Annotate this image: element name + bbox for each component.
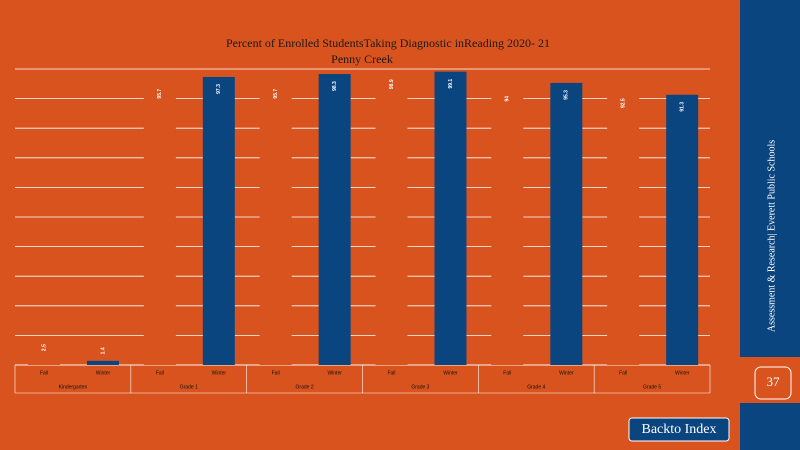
bar: [259, 81, 292, 365]
series-label: Winter: [559, 370, 574, 376]
bar: [607, 91, 640, 365]
value-label: 99.1: [448, 79, 454, 89]
value-label: 97.3: [216, 84, 222, 94]
group-label: Grade 1: [180, 384, 198, 390]
group-label: Grade 3: [411, 384, 429, 390]
value-label: 92.5: [620, 98, 626, 108]
value-label: 94: [505, 96, 511, 102]
back-button[interactable]: Backto Index: [628, 417, 730, 442]
bar: [666, 94, 699, 365]
corner-block: [740, 403, 800, 450]
bar: [143, 81, 176, 365]
button-label[interactable]: Backto Index: [641, 422, 716, 437]
series-label: Fall: [387, 370, 395, 376]
series-label: Winter: [675, 370, 690, 376]
value-label: 95.7: [157, 89, 163, 99]
series-label: Fall: [503, 370, 511, 376]
series-label: Fall: [40, 370, 48, 376]
series-label: Fall: [272, 370, 280, 376]
group-label: Grade 4: [527, 384, 545, 390]
series-label: Fall: [156, 370, 164, 376]
page-number: 37: [767, 374, 781, 389]
value-label: 1.4: [100, 347, 106, 354]
value-label: 91.3: [679, 102, 685, 112]
bar: [550, 82, 583, 366]
value-label: 2.5: [41, 344, 47, 351]
bar: [318, 74, 351, 366]
bar: [434, 71, 467, 365]
group-label: Grade 5: [643, 384, 661, 390]
series-label: Fall: [619, 370, 627, 376]
value-label: 98.3: [332, 81, 338, 91]
sidebar: [740, 0, 800, 357]
bar: [491, 86, 524, 365]
bar: [28, 357, 60, 365]
bar: [202, 76, 235, 365]
value-label: 95.3: [564, 90, 570, 100]
series-label: Winter: [327, 370, 342, 376]
series-label: Winter: [212, 370, 227, 376]
series-label: Winter: [96, 370, 111, 376]
series-label: Winter: [443, 370, 458, 376]
sidebar-text: Assessment & Research| Everett Public Sc…: [766, 140, 777, 332]
group-label: Grade 2: [296, 384, 314, 390]
value-label: 98.9: [389, 79, 395, 89]
button-box[interactable]: [628, 417, 730, 442]
page-number-box: [754, 366, 792, 400]
bar: [87, 360, 119, 365]
bar: [375, 72, 408, 366]
group-label: Kindergarten: [59, 384, 88, 390]
chart-subtitle: Penny Creek: [331, 52, 393, 66]
value-label: 95.7: [273, 89, 279, 99]
chart-title: Percent of Enrolled StudentsTaking Diagn…: [226, 36, 550, 50]
